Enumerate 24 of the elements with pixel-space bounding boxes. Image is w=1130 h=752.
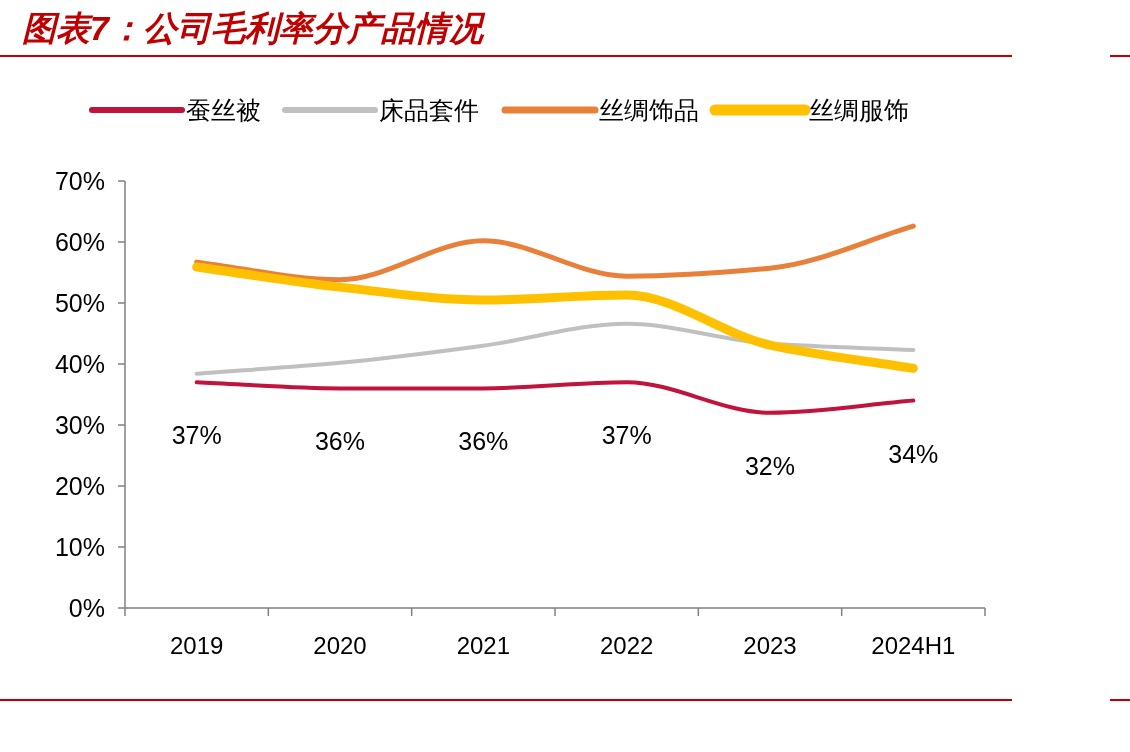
- y-tick-label: 60%: [54, 228, 105, 256]
- y-tick-label: 40%: [54, 350, 105, 378]
- y-tick-label: 20%: [54, 472, 105, 500]
- x-tick-label: 2020: [313, 632, 367, 659]
- data-label: 36%: [314, 427, 366, 456]
- data-label: 37%: [171, 421, 222, 450]
- x-tick-label: 2024H1: [871, 632, 956, 659]
- x-tick-label: 2021: [456, 632, 511, 659]
- y-tick-label: 30%: [54, 411, 105, 439]
- x-tick-label: 2023: [743, 632, 797, 659]
- legend-label: 丝绸服饰: [809, 96, 909, 124]
- data-label: 37%: [601, 421, 652, 450]
- data-label: 34%: [888, 439, 939, 468]
- x-tick-label: 2019: [169, 632, 224, 659]
- y-tick-label: 70%: [54, 167, 105, 195]
- legend-label: 蚕丝被: [186, 96, 261, 124]
- data-label: 36%: [458, 427, 509, 456]
- y-tick-label: 0%: [68, 594, 105, 622]
- legend-label: 丝绸饰品: [599, 96, 699, 124]
- y-tick-label: 50%: [54, 289, 105, 317]
- y-tick-label: 10%: [54, 533, 105, 561]
- data-label: 32%: [744, 451, 796, 480]
- legend-label: 床品套件: [379, 96, 479, 124]
- x-tick-label: 2022: [599, 632, 654, 659]
